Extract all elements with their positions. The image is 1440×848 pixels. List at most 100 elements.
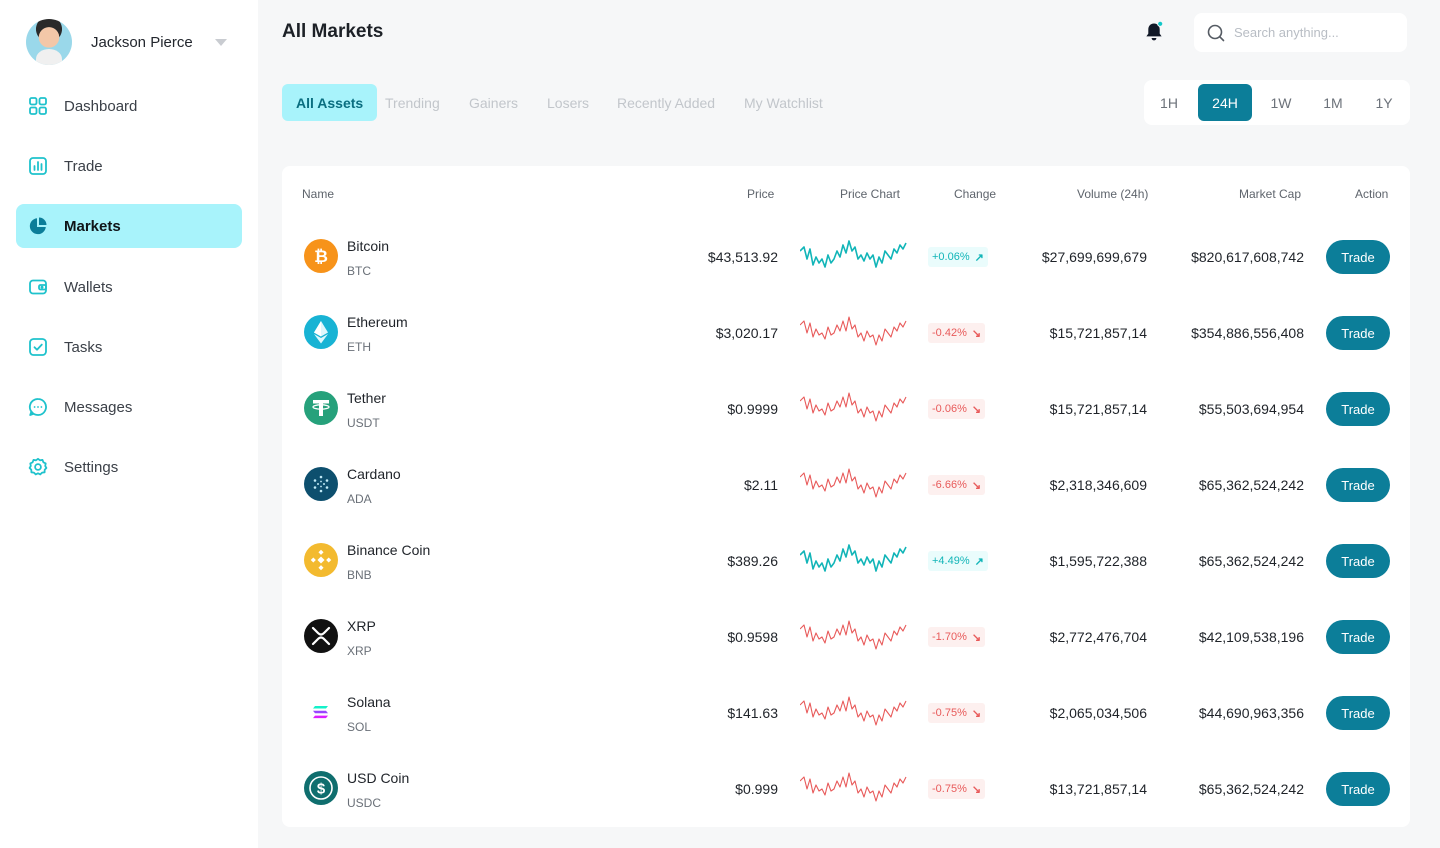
coin-market-cap: $820,617,608,742: [1191, 249, 1304, 265]
sidebar-item-label: Tasks: [64, 338, 103, 356]
bar-chart-icon: [28, 156, 48, 176]
sidebar-item-tasks[interactable]: Tasks: [16, 325, 242, 369]
column-header-volume[interactable]: Volume (24h): [1077, 187, 1149, 201]
sidebar-item-label: Messages: [64, 398, 133, 416]
coin-symbol: ADA: [347, 492, 372, 506]
ethereum-icon: [304, 315, 338, 349]
tab-trending[interactable]: Trending: [385, 94, 440, 111]
trade-button[interactable]: Trade: [1326, 544, 1390, 578]
tab-recently-added[interactable]: Recently Added: [617, 94, 716, 111]
usdc-icon: $: [304, 771, 338, 805]
range-1y[interactable]: 1Y: [1375, 94, 1393, 111]
table-row[interactable]: Binance Coin BNB $389.26 +4.49% ↗ $1,595…: [282, 523, 1410, 599]
change-badge: +4.49% ↗: [928, 551, 988, 571]
trade-button[interactable]: Trade: [1326, 392, 1390, 426]
time-range-selector: [1144, 80, 1410, 125]
pie-chart-icon: [28, 216, 48, 236]
table-row[interactable]: Cardano ADA $2.11 -6.66% ↘ $2,318,346,60…: [282, 447, 1410, 523]
sidebar-item-label: Wallets: [64, 278, 113, 296]
sidebar-item-wallets[interactable]: Wallets: [16, 265, 242, 309]
table-row[interactable]: $ USD Coin USDC $0.999 -0.75% ↘ $13,721,…: [282, 751, 1410, 827]
table-row[interactable]: Ethereum ETH $3,020.17 -0.42% ↘ $15,721,…: [282, 295, 1410, 371]
trade-button[interactable]: Trade: [1326, 620, 1390, 654]
svg-text:₿: ₿: [314, 247, 328, 266]
price-sparkline: [800, 620, 907, 650]
trade-button[interactable]: Trade: [1326, 240, 1390, 274]
table-row[interactable]: Tether USDT $0.9999 -0.06% ↘ $15,721,857…: [282, 371, 1410, 447]
profile-menu[interactable]: Jackson Pierce: [26, 19, 236, 65]
range-1w[interactable]: 1W: [1270, 94, 1292, 111]
chat-icon: [28, 397, 48, 417]
coin-name: USD Coin: [347, 770, 410, 786]
svg-text:$: $: [317, 781, 326, 798]
coin-price: $43,513.92: [707, 249, 778, 265]
coin-market-cap: $65,362,524,242: [1198, 781, 1304, 797]
trade-button[interactable]: Trade: [1326, 468, 1390, 502]
column-header-name[interactable]: Name: [302, 187, 335, 201]
notification-bell-icon[interactable]: [1142, 20, 1166, 44]
sidebar: Jackson Pierce Dashboard Trade Markets W…: [0, 0, 258, 848]
sidebar-item-label: Trade: [64, 157, 103, 175]
page-title: All Markets: [282, 21, 384, 42]
change-value: -0.75%: [932, 707, 967, 719]
coin-volume: $15,721,857,14: [1049, 401, 1147, 417]
change-badge: -6.66% ↘: [928, 475, 986, 495]
change-badge: -0.06% ↘: [928, 399, 986, 419]
gear-icon: [28, 457, 48, 477]
tab-my-watchlist[interactable]: My Watchlist: [744, 94, 823, 111]
solana-icon: [304, 695, 338, 729]
range-1h[interactable]: 1H: [1160, 94, 1178, 111]
arrow-down-right-icon: ↘: [971, 479, 982, 492]
tab-losers[interactable]: Losers: [547, 94, 590, 111]
table-row[interactable]: XRP XRP $0.9598 -1.70% ↘ $2,772,476,704 …: [282, 599, 1410, 675]
sidebar-item-dashboard[interactable]: Dashboard: [16, 84, 242, 128]
coin-price: $3,020.17: [715, 325, 778, 341]
chevron-down-icon: [215, 38, 227, 46]
tab-gainers[interactable]: Gainers: [469, 94, 519, 111]
change-value: +4.49%: [932, 555, 970, 567]
grid-icon: [28, 96, 48, 116]
change-badge: +0.06% ↗: [928, 247, 988, 267]
search-input[interactable]: [1234, 25, 1394, 40]
range-1m[interactable]: 1M: [1323, 94, 1343, 111]
coin-price: $2.11: [744, 477, 778, 493]
column-header-change[interactable]: Change: [954, 187, 997, 201]
trade-button[interactable]: Trade: [1326, 316, 1390, 350]
coin-volume: $27,699,699,679: [1041, 249, 1147, 265]
coin-price: $0.9999: [727, 401, 778, 417]
sidebar-item-label: Markets: [64, 217, 121, 235]
arrow-down-right-icon: ↘: [971, 783, 982, 796]
sidebar-item-markets[interactable]: Markets: [16, 204, 242, 248]
coin-name: Cardano: [347, 466, 401, 482]
coin-symbol: USDT: [347, 416, 380, 430]
coin-symbol: SOL: [347, 720, 372, 734]
sidebar-item-messages[interactable]: Messages: [16, 385, 242, 429]
coin-market-cap: $65,362,524,242: [1198, 477, 1304, 493]
search-box: [1194, 13, 1407, 52]
coin-name: Ethereum: [347, 314, 408, 330]
column-header-price-chart: Price Chart: [840, 187, 901, 201]
cardano-icon: [304, 467, 338, 501]
coin-market-cap: $55,503,694,954: [1198, 401, 1304, 417]
column-header-price[interactable]: Price: [747, 187, 775, 201]
coin-volume: $1,595,722,388: [1049, 553, 1147, 569]
trade-button[interactable]: Trade: [1326, 696, 1390, 730]
sidebar-item-trade[interactable]: Trade: [16, 144, 242, 188]
change-badge: -1.70% ↘: [928, 627, 986, 647]
trade-button[interactable]: Trade: [1326, 772, 1390, 806]
sidebar-item-label: Settings: [64, 458, 119, 476]
column-header-market-cap[interactable]: Market Cap: [1239, 187, 1302, 201]
table-row[interactable]: ₿ Bitcoin BTC $43,513.92 +0.06% ↗ $27,69…: [282, 219, 1410, 295]
tab-all-assets[interactable]: All Assets: [282, 84, 378, 121]
coin-symbol: USDC: [347, 796, 382, 810]
sidebar-item-settings[interactable]: Settings: [16, 445, 242, 489]
price-sparkline: [800, 772, 907, 802]
table-row[interactable]: Solana SOL $141.63 -0.75% ↘ $2,065,034,5…: [282, 675, 1410, 751]
coin-name: Bitcoin: [347, 238, 390, 254]
wallet-icon: [28, 277, 48, 297]
search-icon: [1206, 23, 1226, 43]
coin-price: $389.26: [727, 553, 778, 569]
coin-volume: $2,065,034,506: [1049, 705, 1147, 721]
range-24h[interactable]: 24H: [1198, 84, 1252, 121]
change-value: -0.06%: [932, 403, 967, 415]
